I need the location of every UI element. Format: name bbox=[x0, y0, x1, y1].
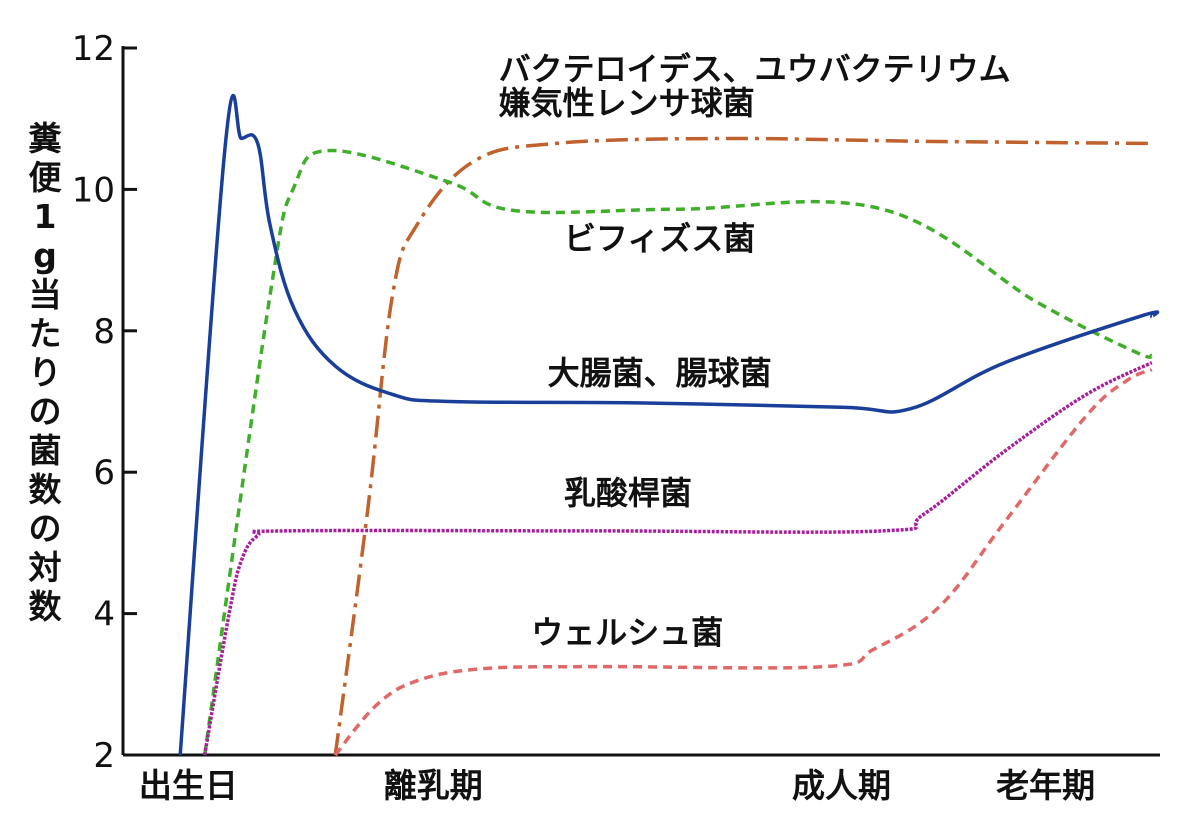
x-tick-label: 成人期 bbox=[792, 766, 891, 805]
x-tick-label: 出生日 bbox=[139, 766, 238, 805]
y-axis-label-char: 数 bbox=[29, 587, 63, 626]
y-axis-label-char: の bbox=[29, 392, 62, 431]
x-tick-label: 離乳期 bbox=[384, 766, 483, 805]
y-axis-label-char: 糞 bbox=[29, 119, 63, 158]
series-annotation: 乳酸桿菌 bbox=[564, 474, 692, 512]
y-axis-label-char: 当 bbox=[29, 275, 62, 314]
y-tick-label: 10 bbox=[72, 170, 115, 210]
y-tick-label: 6 bbox=[93, 453, 115, 493]
y-tick-label: 2 bbox=[93, 736, 115, 776]
y-axis-label-char: の bbox=[29, 509, 62, 548]
series-annotation: 大腸菌、腸球菌 bbox=[548, 354, 772, 392]
annotations: バクテロイデス、ユウバクテリウム嫌気性レンサ球菌ビフィズス菌大腸菌、腸球菌乳酸桿… bbox=[499, 50, 1011, 651]
series-annotation: ビフィズス菌 bbox=[564, 219, 755, 257]
y-tick-label: 8 bbox=[93, 312, 115, 352]
y-axis-label-char: 数 bbox=[29, 470, 63, 509]
series-line-3 bbox=[202, 361, 1153, 756]
series-annotation: バクテロイデス、ユウバクテリウム bbox=[499, 50, 1011, 88]
series-group bbox=[178, 93, 1160, 757]
y-axis-label-char: 1 bbox=[34, 197, 57, 236]
series-annotation: ウェルシュ菌 bbox=[531, 613, 723, 651]
axes: 2 4 6 8 10 12 出生日 離乳期 成人期 老年期 bbox=[72, 29, 1160, 805]
series-line-2 bbox=[178, 93, 1160, 756]
y-axis-label-char: た bbox=[29, 314, 62, 353]
series-line-0 bbox=[333, 136, 1152, 756]
y-axis-label-char: り bbox=[29, 353, 62, 392]
y-tick-label: 4 bbox=[93, 595, 115, 635]
x-tick-label: 老年期 bbox=[996, 766, 1095, 805]
series-annotation: 嫌気性レンサ球菌 bbox=[499, 84, 755, 122]
y-axis-label-char: 便 bbox=[29, 158, 63, 197]
y-tick-label: 12 bbox=[72, 29, 115, 69]
y-axis-label-char: 対 bbox=[29, 548, 62, 587]
series-line-4 bbox=[333, 368, 1153, 757]
y-axis-label-char: g bbox=[33, 236, 57, 275]
series-line-1 bbox=[202, 148, 1153, 756]
y-axis-label-char: 菌 bbox=[29, 431, 62, 470]
